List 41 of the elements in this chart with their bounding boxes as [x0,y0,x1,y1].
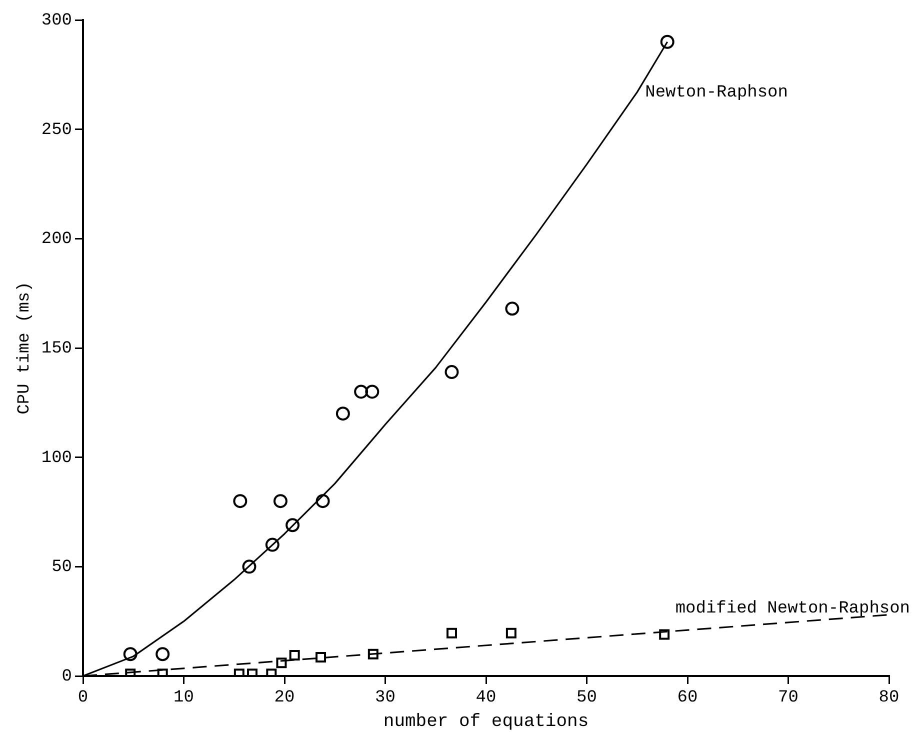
y-tick-label: 200 [41,230,72,250]
x-tick-label: 40 [476,688,496,708]
x-tick-label: 10 [174,688,194,708]
point [316,494,330,508]
x-tick-label: 60 [677,688,698,708]
point [242,560,256,574]
y-tick-label: 150 [41,340,72,358]
point [316,652,326,662]
point [273,494,288,508]
x-tick-label: 30 [375,688,396,708]
x-tick-label: 20 [274,688,295,708]
y-tick-label: 300 [41,12,72,30]
point [156,647,170,662]
point [505,302,520,316]
x-tick-label: 50 [576,688,597,708]
y-tick-label: 250 [41,120,72,140]
point [365,384,380,399]
point [336,406,350,421]
point [276,658,287,668]
point [289,650,300,660]
series-label: Newton-Raphson [645,84,788,103]
point [659,629,670,640]
y-tick-label: 0 [62,668,72,686]
point [368,648,378,660]
y-axis-title: CPU time (ms) [16,282,35,414]
point [660,34,674,49]
x-tick-label: 80 [878,688,900,708]
point [123,647,138,662]
point [233,494,248,508]
point [354,384,368,399]
point [506,628,516,638]
y-tick-label: 100 [41,448,72,468]
point [446,628,457,638]
x-tick-label: 70 [778,688,798,708]
y-tick-label: 50 [52,558,72,578]
series-label: modified Newton-Raphson [675,600,910,619]
x-tick-label: 0 [78,688,88,708]
x-axis-title: number of equations [383,712,589,732]
point [286,518,300,532]
point [444,365,459,380]
point [265,538,280,552]
